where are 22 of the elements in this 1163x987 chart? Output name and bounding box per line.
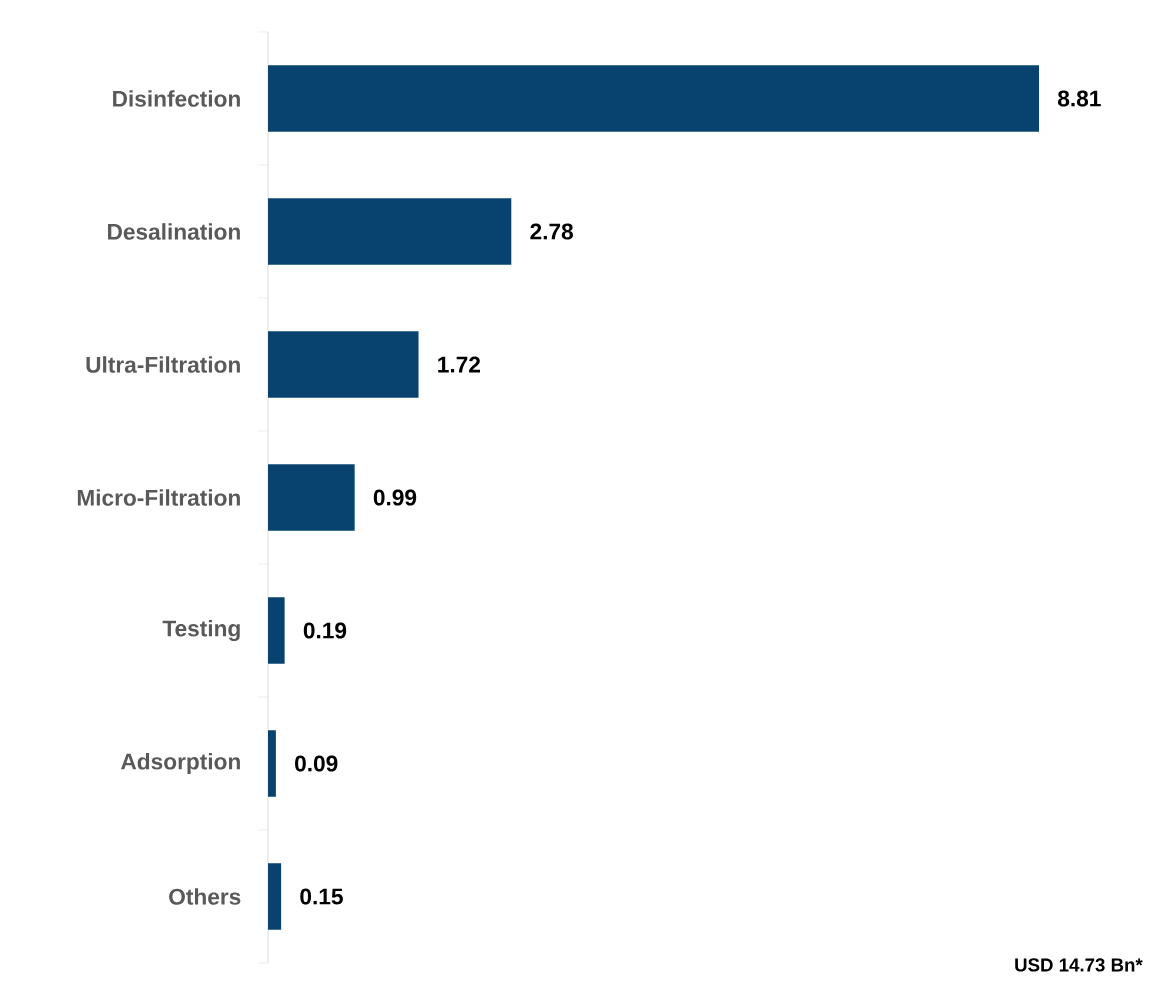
bar: [268, 65, 1040, 132]
bar: [268, 464, 355, 531]
y-tick-label: Others: [169, 888, 241, 905]
y-tick-label: Disinfection: [113, 90, 240, 107]
data-label: 2.78: [530, 223, 573, 240]
data-label: 0.09: [295, 755, 338, 772]
y-tick-label: Micro-Filtration: [77, 489, 240, 506]
bar: [268, 597, 285, 664]
bar: [268, 863, 282, 930]
bar: [268, 730, 276, 797]
y-tick-label: Ultra-Filtration: [86, 356, 240, 373]
y-tick-label: Desalination: [108, 223, 240, 240]
data-label: 0.15: [300, 888, 343, 905]
bar: [268, 331, 419, 398]
y-tick-label: Testing: [162, 619, 240, 642]
data-label: 1.72: [438, 356, 480, 373]
data-label: 8.81: [1057, 90, 1101, 107]
bar: [268, 198, 512, 265]
data-label: 0.99: [373, 489, 417, 506]
annotation: USD 14.73 Bn*: [1015, 958, 1143, 972]
y-tick-label: Adsorption: [120, 752, 240, 775]
data-label: 0.19: [303, 622, 347, 639]
